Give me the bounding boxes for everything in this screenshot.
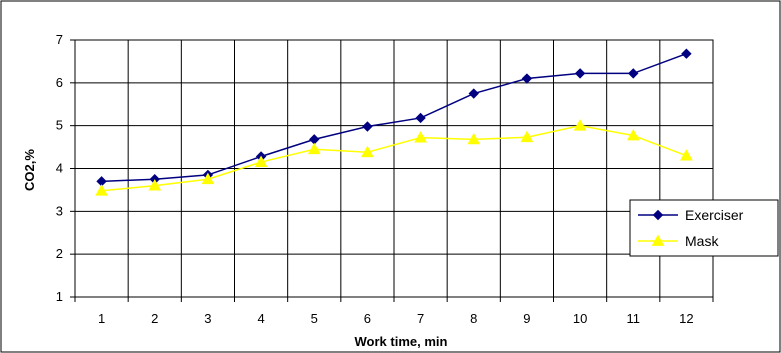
data-point-mask	[520, 130, 534, 143]
y-tick-label: 7	[56, 32, 63, 47]
data-point-exerciser	[628, 68, 639, 79]
data-point-mask	[680, 149, 693, 161]
series	[95, 48, 693, 196]
data-point-exerciser	[521, 73, 533, 84]
data-point-mask	[254, 155, 268, 167]
x-tick-label: 6	[364, 311, 371, 326]
x-tick-label: 3	[204, 311, 211, 326]
x-tick-label: 7	[417, 311, 424, 326]
x-tick-label: 4	[257, 311, 264, 326]
legend-box	[629, 199, 779, 257]
data-point-mask	[361, 145, 374, 158]
legend-marker-exerciser	[652, 209, 664, 221]
data-point-mask	[573, 119, 587, 131]
data-point-mask	[201, 172, 215, 185]
legend: Exerciser Mask	[629, 199, 779, 257]
data-point-exerciser	[574, 68, 586, 79]
y-tick-label: 6	[56, 75, 63, 90]
legend-marker-mask	[651, 234, 665, 246]
legend-label-exerciser: Exerciser	[685, 207, 744, 223]
data-point-exerciser	[468, 88, 479, 99]
x-axis-title: Work time, min	[355, 334, 448, 349]
data-point-exerciser	[415, 112, 426, 124]
x-tick-label: 12	[679, 311, 693, 326]
y-tick-label: 2	[56, 246, 63, 261]
y-tick-label: 5	[56, 118, 63, 133]
y-tick-label: 1	[56, 289, 63, 304]
x-tick-label: 9	[523, 311, 530, 326]
series-exerciser	[96, 48, 692, 187]
series-line-exerciser	[101, 53, 687, 183]
data-point-mask	[148, 179, 162, 191]
grid	[74, 39, 714, 298]
data-point-exerciser	[362, 121, 373, 132]
y-axis-title: CO2,%	[22, 149, 37, 191]
data-point-mask	[95, 184, 108, 196]
x-tick-label: 2	[151, 311, 158, 326]
y-tick-label: 4	[56, 161, 63, 176]
legend-label-mask: Mask	[685, 233, 719, 249]
data-point-mask	[467, 132, 481, 145]
series-line-mask	[101, 124, 687, 192]
x-tick-label: 11	[627, 311, 641, 326]
x-tick-label: 1	[98, 311, 105, 326]
x-tick-label: 5	[311, 311, 318, 326]
x-tick-label: 10	[573, 311, 587, 326]
series-mask	[95, 119, 693, 196]
data-point-mask	[307, 142, 321, 155]
y-tick-label: 3	[56, 203, 63, 218]
data-point-mask	[414, 131, 427, 143]
data-point-exerciser	[681, 48, 692, 59]
data-point-mask	[626, 128, 640, 141]
x-tick-label: 8	[470, 311, 477, 326]
